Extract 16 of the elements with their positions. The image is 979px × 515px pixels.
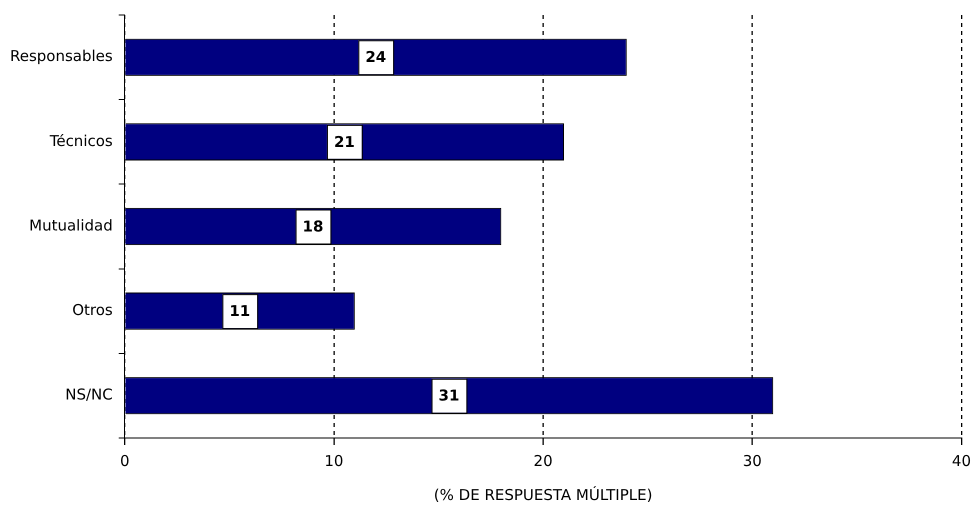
y-tick-label: Técnicos: [48, 132, 113, 150]
y-tick-label: Otros: [72, 300, 113, 319]
x-tick-label: 10: [324, 452, 344, 470]
y-tick-label: NS/NC: [65, 386, 113, 404]
data-label: 18: [302, 217, 324, 236]
x-axis-title: (% DE RESPUESTA MÚLTIPLE): [434, 486, 652, 504]
data-label: 31: [438, 386, 460, 405]
x-tick-label: 0: [120, 452, 130, 470]
y-tick-label: Mutualidad: [29, 216, 113, 234]
y-tick-label: Responsables: [10, 47, 113, 66]
x-tick-label: 20: [534, 452, 553, 470]
data-label: 11: [229, 302, 250, 320]
data-label: 24: [365, 48, 386, 66]
x-tick-label: 30: [742, 452, 762, 470]
x-tick-label: 40: [952, 452, 972, 470]
data-label: 21: [334, 132, 355, 151]
